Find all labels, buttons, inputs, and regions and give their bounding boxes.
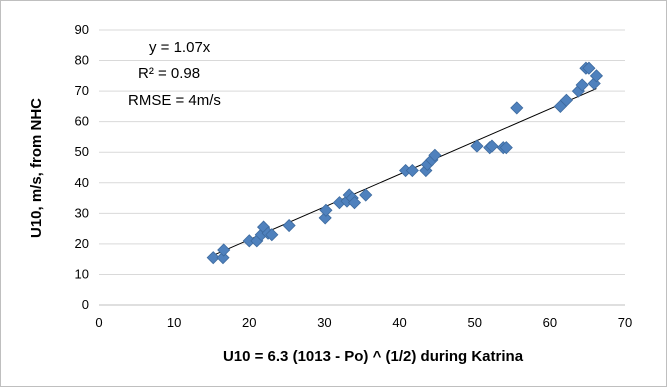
x-tick-label: 50 xyxy=(467,315,481,330)
y-tick-label: 50 xyxy=(75,144,89,159)
data-point xyxy=(318,211,332,225)
data-point xyxy=(405,163,419,178)
y-tick-label: 90 xyxy=(75,22,89,37)
x-tick-label: 30 xyxy=(317,315,331,330)
y-tick-label: 80 xyxy=(75,53,89,68)
data-point xyxy=(499,141,513,155)
x-tick-label: 40 xyxy=(392,315,406,330)
y-tick-label: 70 xyxy=(75,83,89,98)
data-point xyxy=(428,148,442,162)
x-tick-label: 60 xyxy=(543,315,557,330)
data-point xyxy=(559,93,573,107)
gridlines xyxy=(99,29,625,275)
data-point xyxy=(206,251,220,265)
data-point xyxy=(265,228,279,242)
y-tick-label: 20 xyxy=(75,236,89,251)
x-tick-label: 70 xyxy=(618,315,632,330)
rmse-label: RMSE = 4m/s xyxy=(128,92,221,109)
tick-labels: 0 10 20 30 40 50 60 70 80 90 0 10 20 30 40 50 60 70 xyxy=(75,22,633,330)
data-point xyxy=(282,218,296,233)
y-axis-title: U10, m/s, from NHC xyxy=(28,98,45,238)
x-axis-title: U10 = 6.3 (1013 - Po) ^ (1/2) during Kat… xyxy=(223,348,524,365)
data-point xyxy=(582,61,596,75)
r-squared-label: R² = 0.98 xyxy=(138,65,200,82)
data-point xyxy=(217,243,231,257)
y-tick-label: 0 xyxy=(82,297,89,312)
data-point xyxy=(589,69,604,83)
data-point xyxy=(216,251,230,265)
y-tick-label: 30 xyxy=(75,205,89,220)
data-points xyxy=(206,61,604,265)
x-tick-label: 10 xyxy=(167,315,181,330)
y-tick-label: 40 xyxy=(75,175,89,190)
equation-label: y = 1.07x xyxy=(149,39,211,56)
data-point xyxy=(575,78,589,92)
x-tick-label: 0 xyxy=(95,315,102,330)
data-point xyxy=(510,101,524,115)
y-tick-label: 60 xyxy=(75,114,89,129)
y-tick-label: 10 xyxy=(75,266,89,281)
data-point xyxy=(485,139,499,153)
data-point xyxy=(470,139,484,153)
data-point xyxy=(359,188,373,202)
data-point xyxy=(319,203,333,217)
data-point xyxy=(347,196,362,210)
x-tick-label: 20 xyxy=(242,315,256,330)
